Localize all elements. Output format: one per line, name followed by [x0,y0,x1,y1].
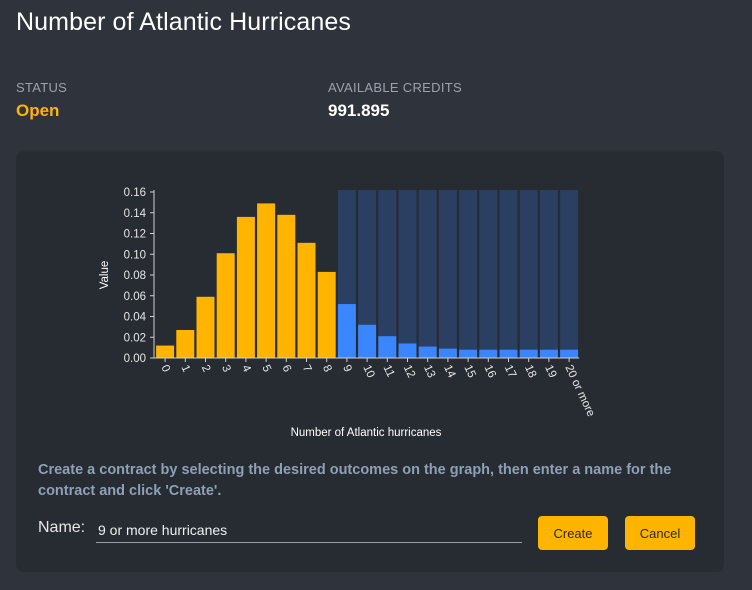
bar-20-or-more[interactable] [560,349,579,358]
selection-band[interactable] [560,190,579,358]
contract-name-input[interactable] [96,517,522,543]
x-tick-label: 13 [421,363,437,380]
bar-10[interactable] [358,324,377,358]
bar-1[interactable] [176,329,195,358]
bar-2[interactable] [196,296,215,358]
selection-band[interactable] [398,190,417,358]
bar-6[interactable] [277,214,296,358]
probability-chart[interactable]: 0 1 2 3 4 5 6 7 8 9 10 11 12 13 14 15 16 17 18 19 20 or more… [16,151,724,451]
bar-3[interactable] [216,253,235,358]
x-tick-label: 8 [320,363,334,374]
bar-18[interactable] [519,349,538,358]
bar-9[interactable] [337,304,356,358]
x-tick-label: 3 [219,363,233,374]
x-tick-label: 16 [482,363,498,380]
x-tick-label: 6 [280,363,294,374]
y-tick-label: 0.08 [124,270,146,282]
x-tick-label: 19 [542,363,558,380]
y-tick-label: 0.06 [124,291,146,303]
x-tick-label: 2 [199,363,213,374]
bar-14[interactable] [438,348,457,358]
x-axis-title: Number of Atlantic hurricanes [291,427,442,439]
y-tick-label: 0.12 [124,229,146,241]
selection-band[interactable] [418,190,437,358]
selection-bands [337,190,579,358]
y-axis-title: Value [99,261,111,290]
y-tick-label: 0.02 [124,332,146,344]
x-tick-label: 4 [239,363,253,374]
contract-panel: 0 1 2 3 4 5 6 7 8 9 10 11 12 13 14 15 16 17 18 19 20 or more… [16,151,724,572]
available-credits-value: 991.895 [328,101,390,120]
bar-19[interactable] [539,349,558,358]
bar-5[interactable] [257,203,276,358]
page-title: Number of Atlantic Hurricanes [16,8,351,36]
y-tick-label: 0.04 [124,312,147,324]
bar-4[interactable] [236,216,255,358]
x-tick-label: 12 [401,363,417,380]
instructions-text: Create a contract by selecting the desir… [38,462,672,499]
status-value: Open [16,101,60,120]
bar-16[interactable] [479,349,498,358]
x-tick-label: 0 [158,363,172,374]
x-tick-label: 17 [502,363,518,380]
selection-band[interactable] [499,190,518,358]
available-credits-label: AVAILABLE CREDITS [328,80,462,95]
x-tick-label: 18 [522,363,538,380]
name-label: Name: [38,519,86,536]
selection-band[interactable] [479,190,498,358]
x-tick-label: 7 [300,363,314,374]
selection-band[interactable] [459,190,478,358]
y-tick-label: 0.00 [124,353,146,365]
x-tick-label: 5 [259,363,273,374]
selection-band[interactable] [358,190,377,358]
y-tick-label: 0.14 [124,208,147,220]
x-tick-label: 1 [179,363,193,374]
cancel-button[interactable]: Cancel [625,516,695,550]
bar-17[interactable] [499,349,518,358]
bars[interactable] [156,203,579,358]
status-label: STATUS [16,80,68,95]
bar-7[interactable] [297,242,316,358]
x-tick-label: 10 [360,363,376,380]
create-button[interactable]: Create [538,516,608,550]
x-tick-label: 14 [441,363,458,380]
selection-band[interactable] [378,190,397,358]
x-tick-label: 15 [461,363,477,380]
x-tick-label: 9 [340,363,354,374]
selection-band[interactable] [438,190,457,358]
selection-band[interactable] [519,190,538,358]
selection-band[interactable] [539,190,558,358]
y-tick-label: 0.10 [124,249,146,261]
bar-12[interactable] [398,343,417,358]
bar-15[interactable] [459,349,478,358]
x-tick-label: 11 [381,363,397,379]
x-tick-label: 20 or more [562,363,596,418]
bar-8[interactable] [317,271,336,358]
bar-0[interactable] [156,345,175,358]
bar-11[interactable] [378,336,397,358]
bar-13[interactable] [418,346,437,358]
y-tick-label: 0.16 [124,187,146,199]
